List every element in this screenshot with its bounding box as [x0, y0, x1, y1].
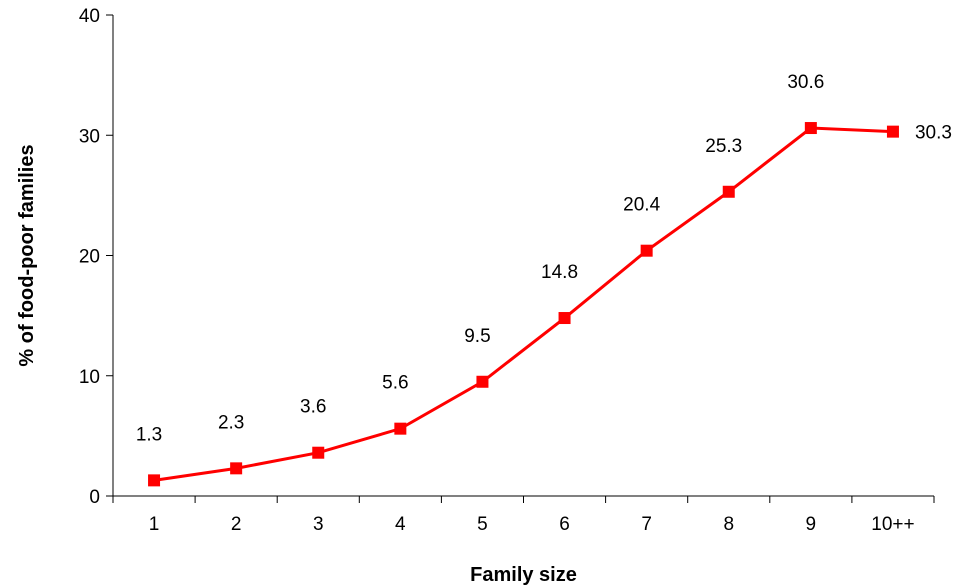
data-point-marker: [394, 422, 407, 435]
x-tick-label: 3: [313, 514, 324, 535]
y-tick-label: 30: [79, 126, 100, 147]
x-tick-label: 2: [231, 514, 242, 535]
data-labels: 1.3 2.3 3.6 5.6 9.5 14.8 20.4 25.3 30.6 30.3: [136, 72, 952, 445]
data-point-marker: [722, 185, 735, 198]
y-axis-title: % of food-poor families: [16, 144, 38, 366]
y-tick-label: 20: [79, 247, 100, 268]
y-tick-label: 0: [89, 487, 100, 508]
x-tick-label: 6: [559, 514, 570, 535]
x-tick-label: 7: [641, 514, 652, 535]
y-axis-ticks: 0 10 20 30 40: [79, 6, 113, 508]
data-label: 1.3: [136, 424, 162, 445]
data-point-marker: [886, 125, 899, 138]
data-label: 30.3: [915, 123, 952, 144]
data-label: 3.6: [300, 397, 326, 418]
data-point-marker: [558, 312, 571, 325]
x-tick-label: 4: [395, 514, 406, 535]
data-point-marker: [230, 462, 243, 475]
data-label: 9.5: [464, 326, 490, 347]
data-label: 5.6: [382, 373, 408, 394]
y-tick-label: 40: [79, 6, 100, 27]
series-group: [148, 122, 899, 487]
x-tick-label: 10++: [871, 514, 914, 535]
data-point-marker: [148, 474, 161, 487]
x-tick-label: 1: [149, 514, 160, 535]
data-point-marker: [804, 122, 817, 135]
data-point-marker: [312, 446, 325, 459]
x-tick-label: 9: [806, 514, 817, 535]
x-axis-ticks: 1 2 3 4 5 6 7 8 9 10++: [112, 496, 935, 535]
x-axis-title: Family size: [470, 564, 577, 586]
data-point-marker: [640, 244, 653, 257]
x-tick-label: 8: [723, 514, 734, 535]
data-label: 25.3: [705, 136, 742, 157]
data-point-marker: [476, 375, 489, 388]
x-tick-label: 5: [477, 514, 488, 535]
data-label: 2.3: [218, 412, 244, 433]
data-label: 30.6: [787, 72, 824, 93]
series-line: [153, 126, 894, 482]
data-label: 14.8: [541, 262, 578, 283]
data-label: 20.4: [623, 195, 660, 216]
y-tick-label: 10: [79, 367, 100, 388]
